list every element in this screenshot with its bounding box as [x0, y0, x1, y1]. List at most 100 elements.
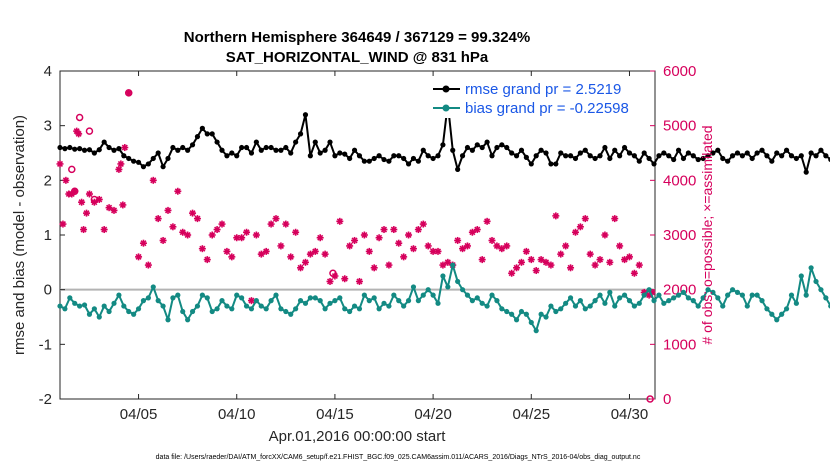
rmse-point [67, 144, 73, 151]
obs-assimilated-point [121, 144, 129, 152]
bias-point [715, 295, 721, 301]
bias-point [170, 295, 176, 301]
bias-point [685, 295, 691, 301]
bias-point [160, 303, 166, 309]
bias-point [371, 295, 377, 301]
bias-point [803, 292, 809, 298]
rmse-point [602, 144, 608, 151]
rmse-point [675, 147, 682, 153]
chart-subtitle: SAT_HORIZONTAL_WIND @ 831 hPa [226, 49, 489, 66]
bias-point [91, 306, 97, 312]
bias-point [626, 298, 633, 304]
rmse-point [474, 142, 480, 148]
obs-assimilated-point [355, 277, 363, 285]
y-tick-label-right: 3000 [663, 227, 696, 244]
rmse-point [297, 131, 304, 137]
rmse-point [597, 153, 603, 159]
bias-point [219, 298, 225, 304]
obs-assimilated-point [468, 228, 476, 236]
rmse-point [239, 144, 245, 151]
rmse-point [798, 153, 804, 159]
obs-assimilated-point [346, 242, 354, 250]
rmse-point [803, 169, 809, 175]
bias-point [464, 292, 471, 298]
obs-assimilated-point [517, 258, 525, 266]
rmse-point [106, 144, 112, 151]
rmse-point [818, 147, 824, 153]
bias-point [180, 308, 186, 315]
obs-assimilated-point [169, 223, 177, 231]
rmse-point [671, 156, 677, 163]
bias-point [518, 308, 525, 315]
bias-point [612, 303, 618, 309]
bias-point [764, 306, 770, 312]
obs-assimilated-point [184, 231, 192, 239]
rmse-point [199, 125, 205, 131]
obs-assimilated-point [459, 245, 467, 253]
bias-point [695, 303, 701, 309]
obs-assimilated-point [316, 234, 324, 242]
obs-assimilated-point [292, 228, 300, 236]
rmse-point [592, 155, 598, 162]
rmse-point [641, 150, 647, 156]
bias-point [185, 317, 191, 323]
rmse-point [391, 153, 397, 159]
obs-assimilated-point [282, 220, 290, 228]
obs-assimilated-point [370, 264, 378, 272]
rmse-point [381, 156, 387, 163]
bias-point [366, 298, 372, 304]
bias-point [769, 311, 775, 317]
rmse-point [268, 144, 274, 151]
chart-title: Northern Hemisphere 364649 / 367129 = 99… [184, 29, 530, 46]
rmse-line [59, 102, 830, 174]
rmse-point [779, 153, 785, 159]
rmse-point [175, 147, 181, 153]
rmse-point [185, 147, 191, 153]
rmse-point [744, 150, 750, 156]
bias-point [420, 292, 426, 298]
rmse-point [548, 161, 554, 167]
rmse-series [57, 101, 830, 175]
bias-point [651, 298, 657, 304]
obs-assimilated-point [287, 253, 295, 261]
obs-assimilated-point [532, 267, 540, 275]
bias-point [666, 298, 672, 304]
rmse-point [543, 150, 549, 156]
rmse-point [720, 155, 726, 162]
rmse-point [823, 153, 829, 159]
rmse-point [86, 147, 93, 153]
bias-line [59, 264, 830, 332]
bias-point [175, 292, 181, 298]
bias-point [283, 308, 289, 315]
obs-assimilated-point [203, 256, 211, 264]
bias-point [194, 303, 201, 309]
bias-point [779, 311, 785, 317]
bias-point [783, 306, 790, 312]
bias-point [725, 292, 731, 298]
rmse-point [317, 150, 323, 156]
x-axis-label: Apr.01,2016 00:00:00 start [269, 428, 447, 445]
bias-point [720, 303, 726, 309]
rmse-point [518, 147, 525, 153]
x-tick-label: 04/25 [513, 406, 551, 423]
rmse-point [371, 155, 377, 162]
bias-point [145, 295, 151, 301]
rmse-point [150, 155, 156, 162]
obs-assimilated-point [135, 253, 143, 261]
bias-point [474, 295, 480, 301]
rmse-point [577, 150, 583, 156]
obs-assimilated-point [311, 247, 319, 255]
bias-point [356, 306, 363, 312]
rmse-point [513, 153, 520, 159]
bias-point [111, 300, 117, 306]
rmse-point [587, 153, 593, 159]
rmse-point [234, 153, 240, 159]
rmse-point [342, 151, 348, 157]
bias-point [774, 317, 780, 323]
bias-point [563, 300, 569, 306]
obs-assimilated-point [174, 187, 182, 195]
bias-point [214, 306, 220, 312]
y-tick-label-left: -2 [39, 391, 52, 408]
obs-assimilated-point [208, 231, 216, 239]
